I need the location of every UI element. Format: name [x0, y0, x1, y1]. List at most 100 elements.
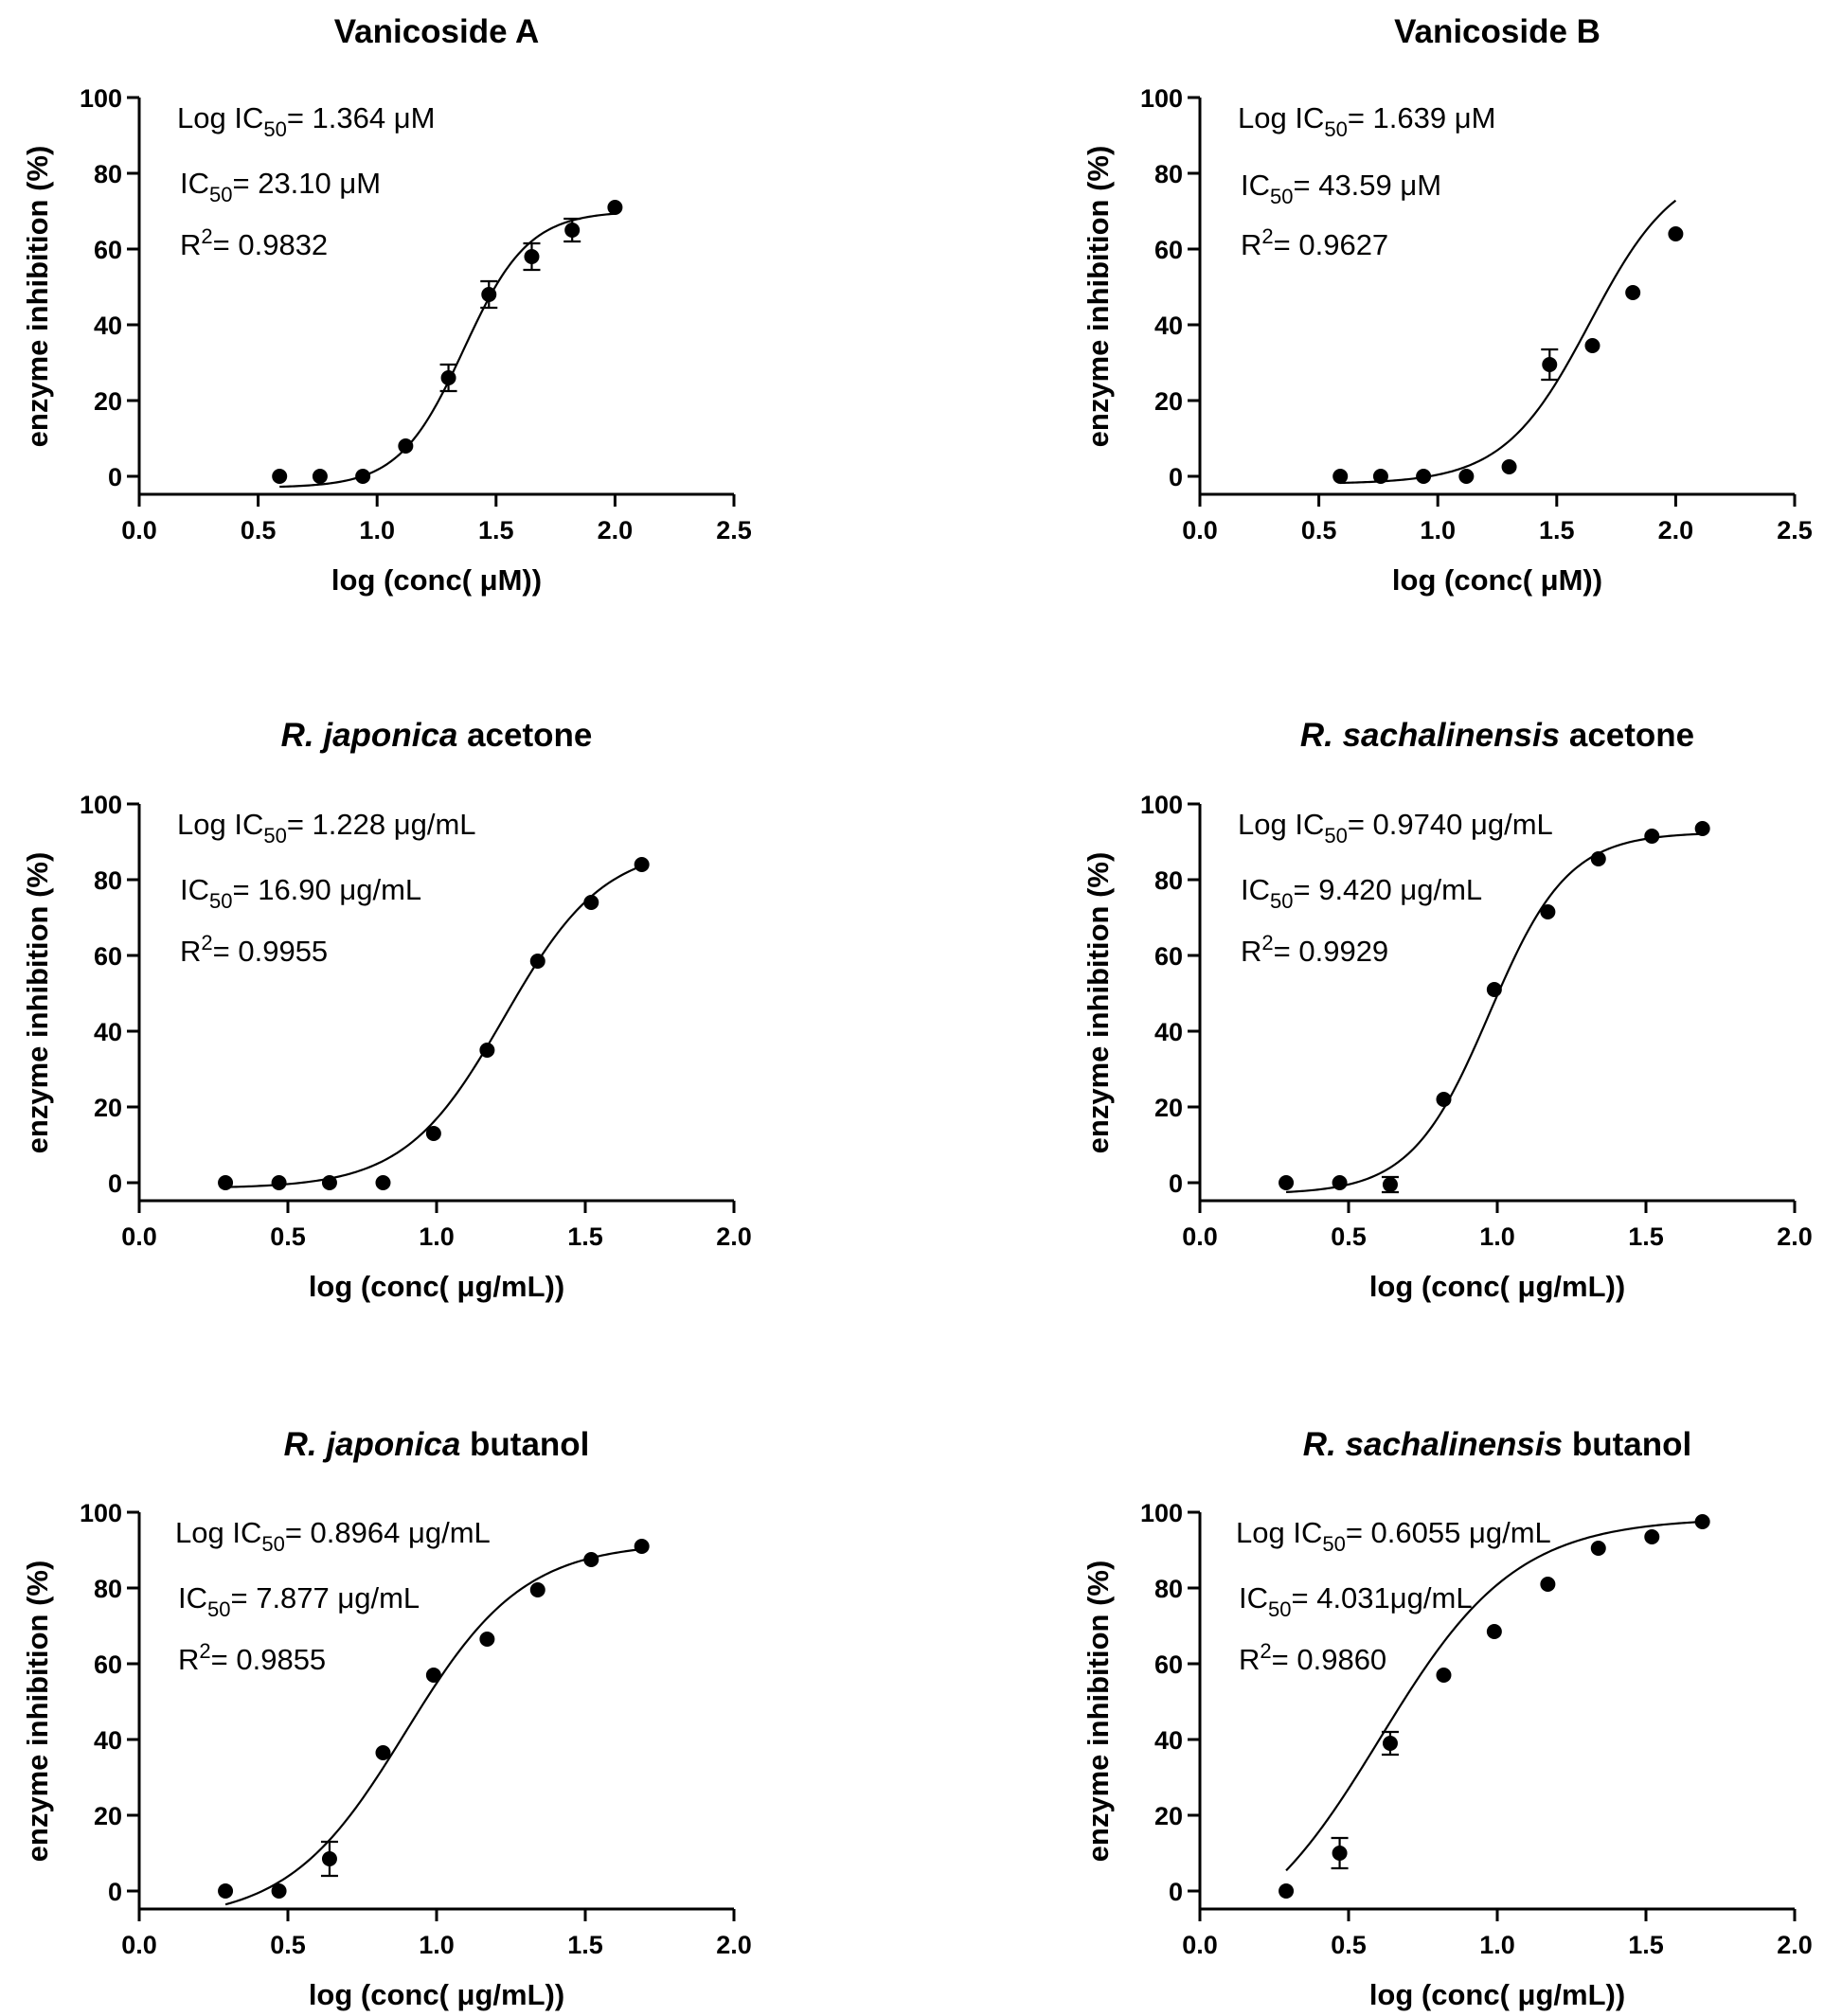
ic50-annotation: IC50= 16.90 μg/mL	[180, 873, 421, 913]
ic50-annotation: IC50= 9.420 μg/mL	[1241, 873, 1482, 913]
data-point	[312, 469, 328, 484]
x-tick-label: 1.0	[359, 516, 395, 544]
x-tick-label: 0.5	[1301, 516, 1337, 544]
y-tick-label: 0	[1169, 463, 1183, 491]
x-tick-label: 2.0	[716, 1222, 752, 1251]
y-ticks: 0 20 40 60 80 100	[80, 791, 139, 1198]
y-tick-label: 40	[1154, 312, 1183, 340]
panel-r-japonica-butanol: R. japonica butanol 0 20 40 60 80 100 0.0 0.5 1…	[21, 1426, 752, 2011]
data-point	[529, 1582, 545, 1597]
x-tick-label: 0.0	[121, 1222, 157, 1251]
x-ticks: 0.0 0.5 1.0 1.5 2.0	[1182, 1909, 1813, 1959]
data-point	[1436, 1092, 1452, 1107]
y-tick-label: 100	[80, 84, 122, 113]
data-point	[1668, 226, 1684, 241]
r2-annotation: R2= 0.9860	[1239, 1639, 1386, 1676]
y-tick-label: 100	[1140, 791, 1183, 819]
data-point	[479, 1043, 495, 1058]
data-point	[634, 857, 650, 872]
data-point	[272, 469, 288, 484]
data-point	[1694, 821, 1710, 836]
x-ticks: 0.0 0.5 1.0 1.5 2.0	[121, 1909, 752, 1959]
data-point	[375, 1175, 391, 1190]
x-tick-label: 0.5	[270, 1222, 306, 1251]
r2-annotation: R2= 0.9855	[178, 1639, 326, 1676]
fit-curve	[225, 865, 643, 1188]
panel-r-japonica-acetone: R. japonica acetone 0 20 40 60 80 100 0.0 0.5 1…	[21, 717, 752, 1303]
y-tick-label: 40	[1154, 1726, 1183, 1755]
data-point	[1625, 285, 1641, 300]
y-tick-label: 60	[94, 942, 122, 971]
y-ticks: 0 20 40 60 80 100	[80, 84, 139, 491]
data-point	[1436, 1668, 1452, 1683]
fit-curve	[1340, 199, 1677, 485]
y-tick-label: 20	[1154, 387, 1183, 416]
panel-title: R. japonica acetone	[281, 717, 593, 754]
y-tick-label: 60	[94, 1650, 122, 1679]
y-tick-label: 80	[1154, 1575, 1183, 1603]
ic50-annotation: IC50= 4.031μg/mL	[1239, 1581, 1473, 1621]
x-tick-label: 1.5	[567, 1931, 603, 1959]
ic50-annotation: IC50= 7.877 μg/mL	[178, 1581, 420, 1621]
x-tick-label: 1.5	[1628, 1931, 1664, 1959]
data-point	[1542, 357, 1558, 372]
x-axis-label: log (conc( μM))	[1392, 563, 1602, 597]
x-tick-label: 0.0	[121, 1931, 157, 1959]
data-points	[218, 857, 650, 1190]
data-point	[218, 1175, 234, 1190]
data-point	[398, 438, 414, 454]
data-point	[1540, 904, 1556, 919]
y-tick-label: 20	[94, 1094, 122, 1122]
x-tick-label: 1.0	[419, 1222, 455, 1251]
data-point	[564, 223, 581, 238]
data-point	[1332, 1846, 1348, 1861]
x-tick-label: 0.5	[1331, 1222, 1367, 1251]
panel-title: R. japonica butanol	[284, 1426, 590, 1463]
y-axis-label: enzyme inhibition (%)	[1082, 146, 1115, 448]
data-points	[1279, 821, 1710, 1194]
y-tick-label: 0	[108, 463, 122, 491]
x-tick-label: 2.0	[1777, 1931, 1813, 1959]
panel-title: R. sachalinensis butanol	[1303, 1426, 1691, 1463]
y-axis-label: enzyme inhibition (%)	[21, 146, 54, 448]
data-point	[607, 200, 623, 215]
data-point	[634, 1539, 650, 1554]
y-tick-label: 40	[94, 1726, 122, 1755]
x-ticks: 0.0 0.5 1.0 1.5 2.0 2.5	[1182, 494, 1813, 544]
x-axis-label: log (conc( μg/mL))	[1369, 1270, 1625, 1303]
x-tick-label: 2.0	[598, 516, 634, 544]
log-ic50-annotation: Log IC50= 0.6055 μg/mL	[1236, 1516, 1551, 1556]
y-tick-label: 20	[1154, 1094, 1183, 1122]
data-point	[1644, 1529, 1660, 1544]
fit-curve	[1285, 1520, 1703, 1872]
y-tick-label: 40	[94, 312, 122, 340]
data-points	[1332, 226, 1684, 484]
data-points	[272, 200, 623, 484]
x-ticks: 0.0 0.5 1.0 1.5 2.0	[121, 1201, 752, 1251]
x-tick-label: 0.0	[121, 516, 157, 544]
data-point	[1590, 1541, 1606, 1556]
y-tick-label: 20	[1154, 1802, 1183, 1830]
panel-r-sachalinensis-butanol: R. sachalinensis butanol 0 20 40 60 80 100 0.…	[1082, 1426, 1813, 2011]
data-point	[271, 1883, 287, 1899]
data-point	[1279, 1175, 1295, 1190]
y-axis-label: enzyme inhibition (%)	[1082, 852, 1115, 1154]
log-ic50-annotation: Log IC50= 0.8964 μg/mL	[175, 1516, 491, 1556]
data-point	[1458, 469, 1475, 484]
x-tick-label: 1.0	[1420, 516, 1456, 544]
data-points	[1279, 1514, 1710, 1899]
x-tick-label: 1.0	[1479, 1931, 1515, 1959]
y-tick-label: 100	[80, 1499, 122, 1527]
y-axis-label: enzyme inhibition (%)	[21, 1561, 54, 1863]
y-axis-label: enzyme inhibition (%)	[21, 852, 54, 1154]
data-point	[440, 370, 456, 385]
data-point	[1279, 1883, 1295, 1899]
x-tick-label: 0.5	[241, 516, 277, 544]
x-tick-label: 1.5	[567, 1222, 603, 1251]
data-point	[583, 1552, 599, 1567]
data-point	[218, 1883, 234, 1899]
data-points	[218, 1539, 650, 1899]
data-point	[321, 1851, 337, 1866]
data-point	[1332, 469, 1349, 484]
